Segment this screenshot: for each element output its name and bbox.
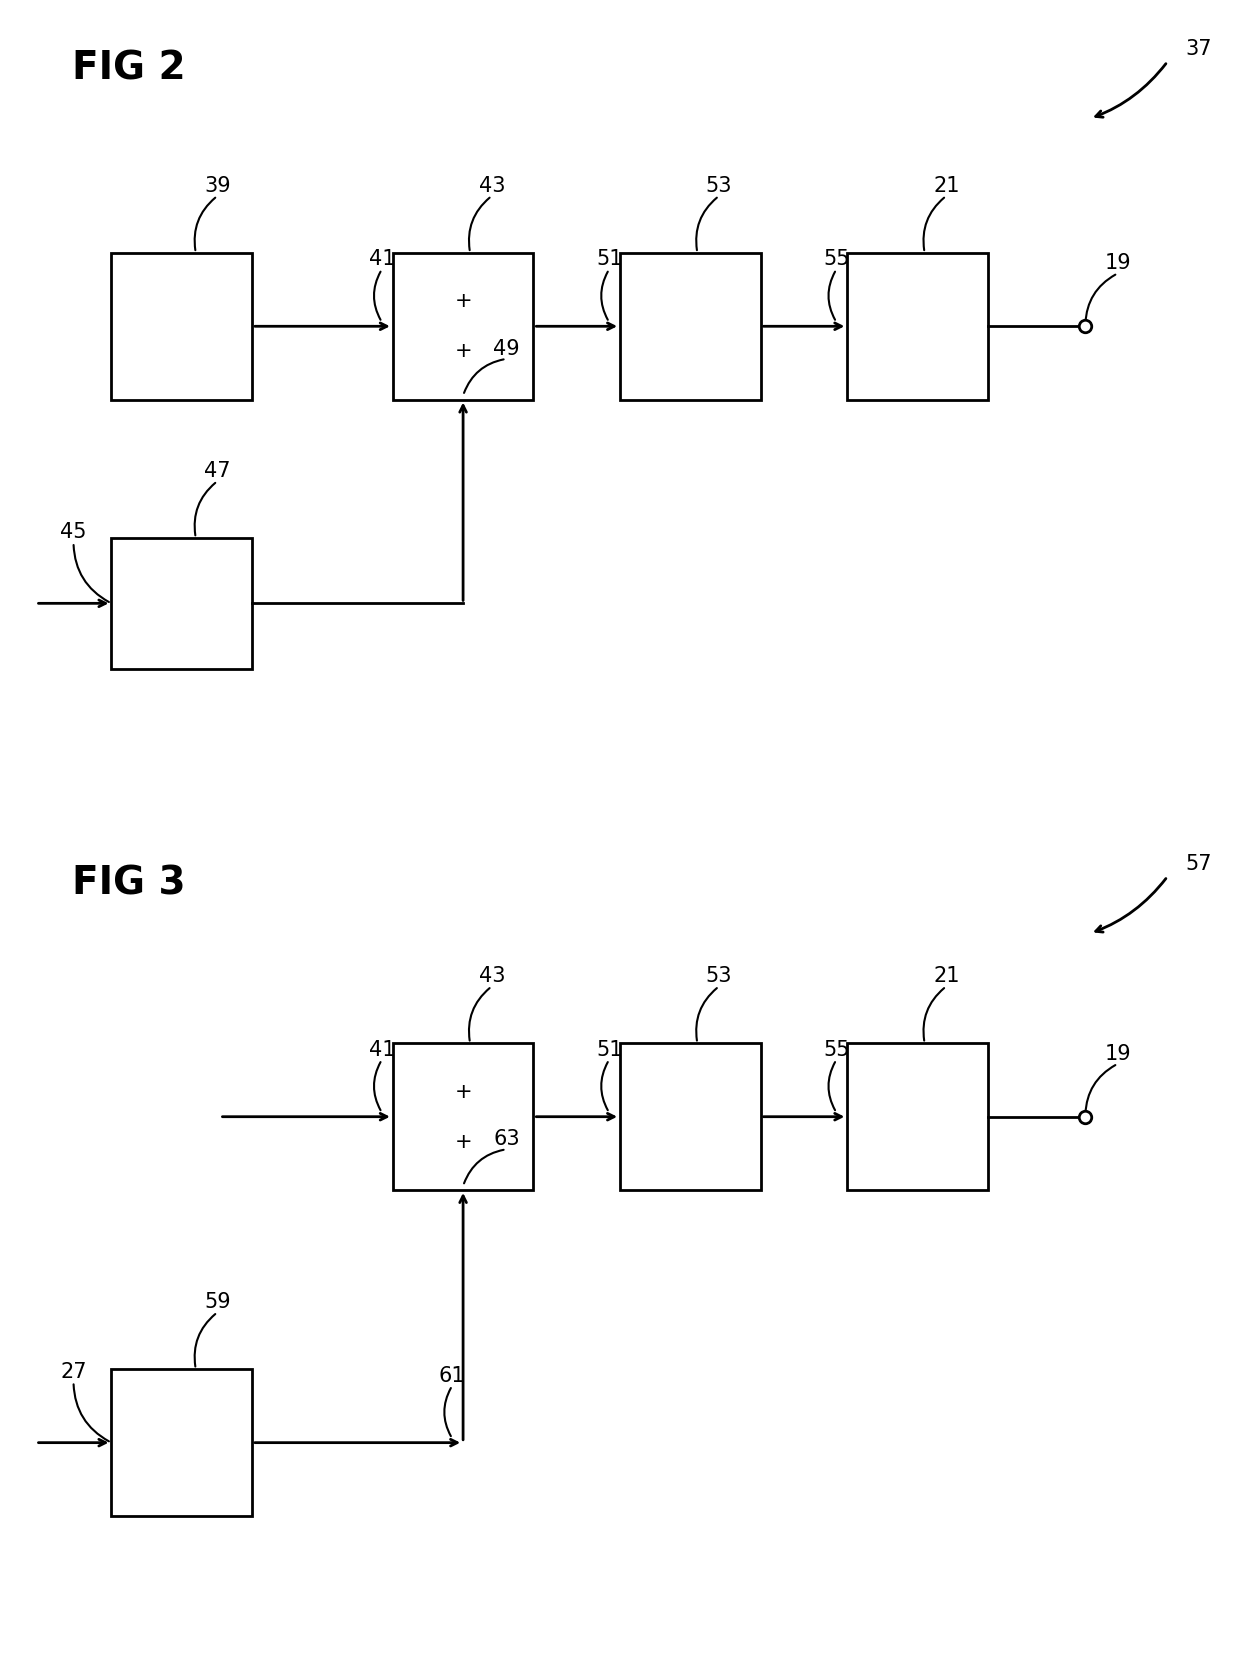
Text: 55: 55 — [823, 1039, 849, 1059]
Text: 21: 21 — [932, 176, 960, 196]
Bar — [112, 539, 252, 669]
Text: 39: 39 — [205, 176, 231, 196]
Text: 59: 59 — [205, 1292, 231, 1312]
Text: 53: 53 — [706, 966, 733, 986]
Text: 21: 21 — [932, 966, 960, 986]
Text: 19: 19 — [1105, 253, 1131, 273]
Bar — [847, 1043, 988, 1191]
Text: FIG 3: FIG 3 — [72, 865, 186, 901]
Text: 45: 45 — [61, 522, 87, 542]
Bar — [847, 253, 988, 399]
Text: 55: 55 — [823, 249, 849, 269]
Text: 51: 51 — [596, 249, 622, 269]
Text: 41: 41 — [368, 1039, 396, 1059]
Bar — [112, 253, 252, 399]
Text: +: + — [454, 291, 472, 311]
Text: 53: 53 — [706, 176, 733, 196]
Text: +: + — [454, 1081, 472, 1103]
Text: 61: 61 — [439, 1365, 465, 1385]
Text: 19: 19 — [1105, 1044, 1131, 1064]
Text: +: + — [454, 1131, 472, 1152]
Text: 43: 43 — [479, 176, 505, 196]
Bar — [620, 253, 760, 399]
Text: 47: 47 — [205, 461, 231, 481]
Text: 51: 51 — [596, 1039, 622, 1059]
Text: 43: 43 — [479, 966, 505, 986]
Text: 63: 63 — [494, 1129, 520, 1149]
Bar — [112, 1369, 252, 1517]
Bar — [393, 253, 533, 399]
Text: FIG 2: FIG 2 — [72, 50, 186, 86]
Text: 37: 37 — [1185, 40, 1211, 60]
Text: 49: 49 — [494, 339, 520, 359]
Text: +: + — [454, 341, 472, 361]
Bar — [620, 1043, 760, 1191]
Text: 27: 27 — [61, 1362, 87, 1382]
Bar — [393, 1043, 533, 1191]
Text: 41: 41 — [368, 249, 396, 269]
Text: 57: 57 — [1185, 855, 1211, 875]
